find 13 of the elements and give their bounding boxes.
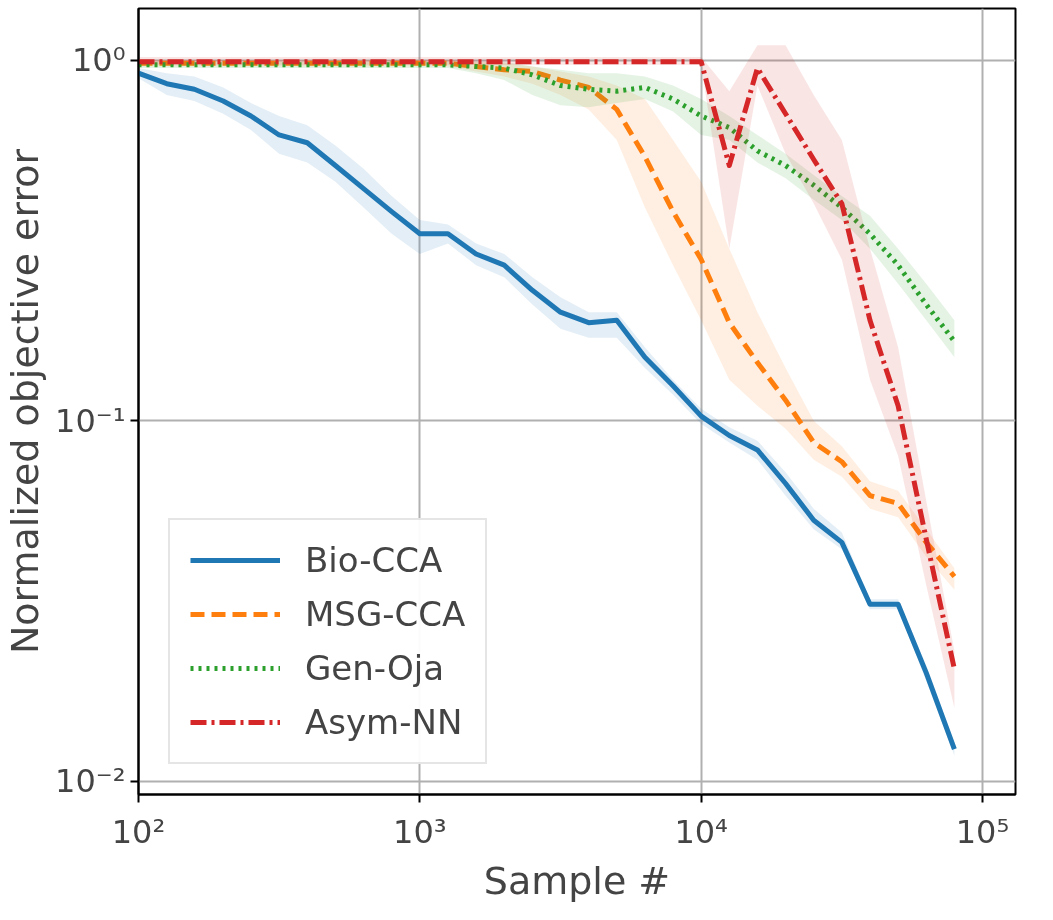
x-tick-label: 10² [111, 812, 166, 851]
legend-label: Gen-Oja [305, 648, 445, 688]
y-axis-title: Normalized objective error [3, 148, 48, 655]
x-axis-title: Sample # [483, 858, 671, 903]
x-tick-label: 10⁴ [674, 812, 728, 851]
y-tick-label: 10⁻² [55, 762, 126, 801]
legend-label: Asym-NN [305, 702, 463, 742]
legend-label: Bio-CCA [305, 540, 443, 580]
legend-label: MSG-CCA [305, 594, 466, 634]
x-tick-label: 10⁵ [955, 812, 1010, 851]
x-tick-label: 10³ [393, 812, 447, 851]
y-tick-label: 10⁻¹ [55, 401, 126, 440]
y-tick-label: 10⁰ [71, 41, 126, 80]
